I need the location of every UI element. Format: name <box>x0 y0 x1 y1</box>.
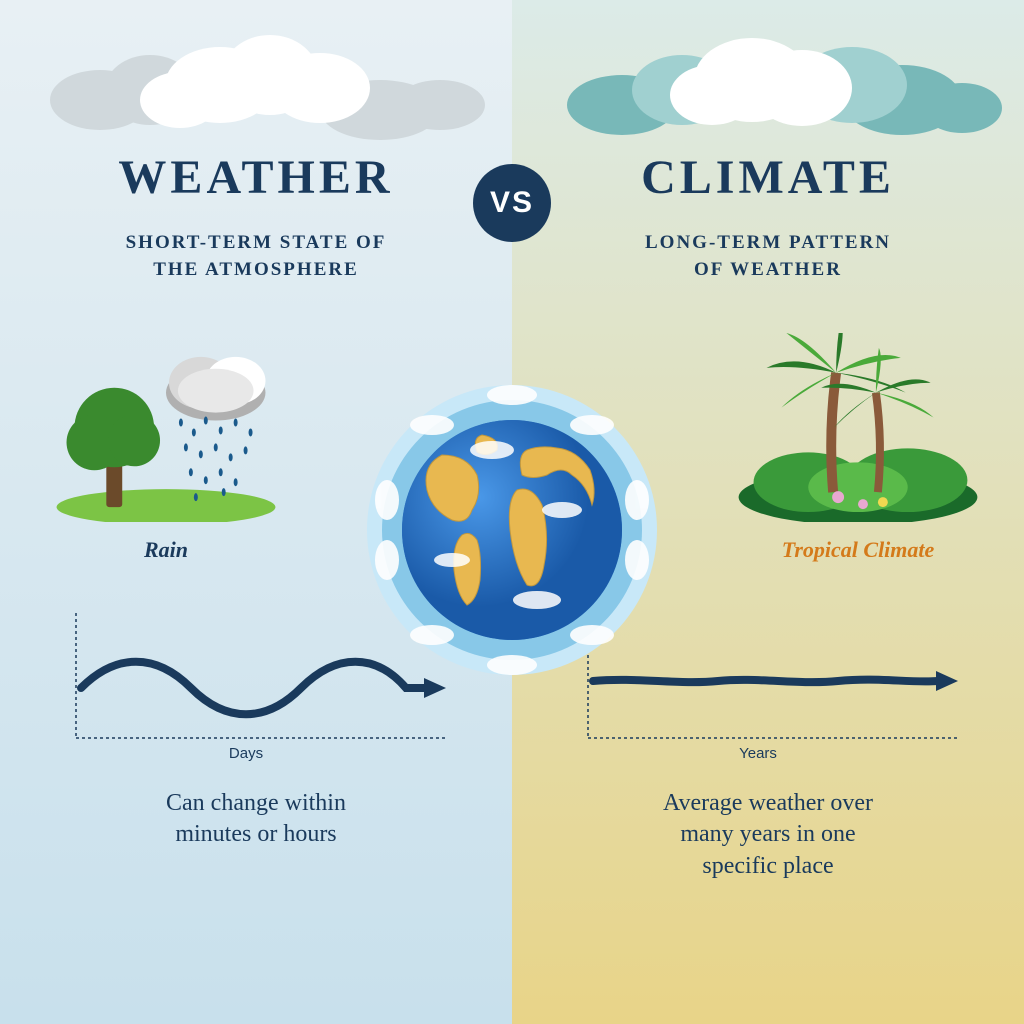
weather-subtitle: SHORT-TERM STATE OFTHE ATMOSPHERE <box>126 230 387 283</box>
weather-chart-xlabel: Days <box>229 745 263 762</box>
weather-bottom-text: Can change withinminutes or hours <box>166 788 346 850</box>
tropical-illustration: Tropical Climate <box>728 333 988 563</box>
clouds-left <box>40 30 472 140</box>
weather-title: WEATHER <box>118 150 393 205</box>
climate-bottom-text: Average weather overmany years in onespe… <box>663 788 873 882</box>
climate-title: CLIMATE <box>641 150 895 205</box>
vs-badge: VS <box>473 164 551 242</box>
globe-icon <box>362 380 662 680</box>
tropical-label: Tropical Climate <box>782 537 935 563</box>
clouds-right <box>552 30 984 140</box>
climate-subtitle: LONG-TERM PATTERNOF WEATHER <box>645 230 891 283</box>
rain-illustration: Rain <box>46 333 286 563</box>
climate-chart-xlabel: Years <box>739 745 777 762</box>
rain-label: Rain <box>144 537 188 563</box>
vs-label: VS <box>490 186 534 220</box>
